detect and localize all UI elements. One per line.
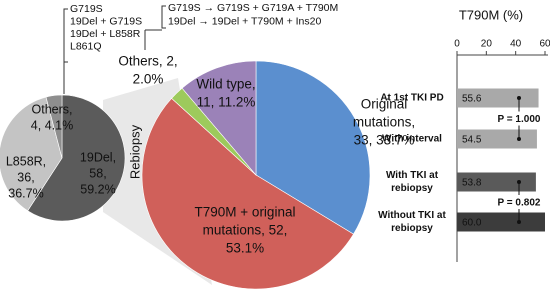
mutation-annotation: 19Del → 19Del + T790M + Ins20 bbox=[168, 15, 321, 27]
slice-label: 36.7% bbox=[8, 186, 43, 200]
mutation-annotation: 19Del + G719S bbox=[70, 15, 142, 27]
slice-label: L858R, bbox=[6, 154, 46, 168]
pie-slice bbox=[141, 97, 354, 290]
pie-slice bbox=[27, 94, 126, 222]
mutation-annotation: G719S → G719S + G719A + T790M bbox=[168, 2, 338, 14]
group-label: Rebiopsy bbox=[127, 124, 142, 179]
mutation-annotation: 19Del + L858R bbox=[70, 28, 141, 40]
category-label: With interval bbox=[382, 134, 442, 145]
value-label: 60.0 bbox=[462, 218, 482, 229]
slice-label: mutations, bbox=[353, 115, 415, 130]
x-tick-label: 60 bbox=[539, 39, 550, 50]
chart-title: T790M (%) bbox=[459, 7, 523, 22]
slice-label: Original bbox=[361, 97, 408, 112]
slice-label: Others, bbox=[32, 102, 73, 116]
category-label: At 1st TKI PD bbox=[380, 93, 443, 104]
category-label: rebiopsy bbox=[391, 223, 433, 234]
p-bracket-end bbox=[517, 220, 521, 224]
slice-label: 36, bbox=[17, 170, 34, 184]
category-label: Without TKI at bbox=[378, 210, 446, 221]
category-label: rebiopsy bbox=[391, 183, 433, 194]
slice-label: mutations, 52, bbox=[203, 223, 288, 238]
x-tick-label: 20 bbox=[481, 39, 493, 50]
x-tick-label: 40 bbox=[510, 39, 522, 50]
slice-label: 53.1% bbox=[226, 241, 264, 256]
value-label: 53.8 bbox=[462, 178, 482, 189]
bar bbox=[457, 88, 539, 108]
slice-label: 59.2% bbox=[80, 182, 115, 196]
slice-label: T790M + original bbox=[195, 205, 296, 220]
slice-label: 19Del, bbox=[80, 150, 116, 164]
slice-label: Others, 2, bbox=[118, 54, 177, 69]
p-label-bg bbox=[492, 195, 546, 209]
pie-slice bbox=[45, 94, 63, 159]
mutation-annotation: G719S bbox=[70, 3, 103, 15]
value-label: 55.6 bbox=[462, 94, 482, 105]
slice-label: 4, 4.1% bbox=[31, 118, 73, 132]
mutation-annotation: L861Q bbox=[70, 40, 102, 52]
p-bracket-end bbox=[517, 96, 521, 100]
pie-slice bbox=[0, 96, 63, 212]
value-label: 54.5 bbox=[462, 135, 482, 146]
p-bracket-end bbox=[517, 137, 521, 141]
slice-label: 2.0% bbox=[133, 72, 164, 87]
slice-label: 11, 11.2% bbox=[197, 95, 256, 110]
slice-label: Wild type, bbox=[196, 77, 255, 92]
bar bbox=[457, 129, 537, 149]
p-label-bg bbox=[492, 111, 546, 126]
slice-label: 58, bbox=[89, 166, 106, 180]
slice-label: 33, 33.7% bbox=[354, 133, 415, 148]
pie-slice bbox=[181, 60, 257, 176]
x-tick-label: 0 bbox=[454, 39, 460, 50]
bar bbox=[457, 172, 536, 192]
p-value-label: P = 1.000 bbox=[498, 114, 541, 125]
p-value-label: P = 0.802 bbox=[498, 198, 541, 209]
annotation-bracket bbox=[63, 8, 68, 94]
annotation-bracket bbox=[144, 5, 166, 50]
pie-slice bbox=[255, 60, 371, 235]
bar bbox=[457, 212, 545, 232]
p-bracket-end bbox=[517, 180, 521, 184]
category-label: With TKI at bbox=[386, 170, 439, 181]
